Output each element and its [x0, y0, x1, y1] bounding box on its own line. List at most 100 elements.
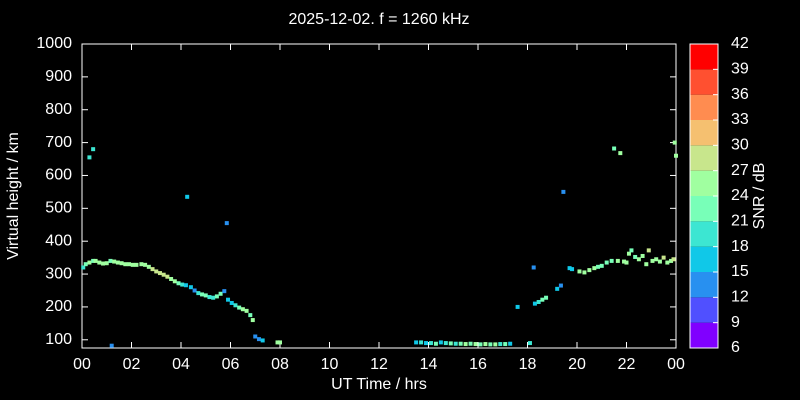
data-point — [669, 258, 674, 263]
data-point — [493, 342, 498, 347]
data-point — [555, 286, 560, 291]
data-point — [646, 248, 651, 253]
data-point — [622, 259, 627, 264]
colorbar-bin — [690, 322, 718, 348]
data-point — [604, 260, 609, 265]
data-point — [157, 271, 162, 276]
data-point — [240, 307, 245, 312]
data-point — [419, 340, 424, 345]
data-point — [596, 264, 601, 269]
data-point — [624, 260, 629, 265]
x-axis-label: UT Time / hrs — [331, 376, 427, 393]
data-point — [536, 299, 541, 304]
data-point — [531, 265, 536, 270]
colorbar-tick-label: 24 — [731, 187, 749, 204]
colorbar-tick-label: 18 — [731, 238, 749, 255]
data-point — [211, 295, 216, 300]
data-point — [119, 261, 124, 266]
data-point — [527, 341, 532, 346]
data-point — [253, 334, 258, 339]
data-point — [260, 338, 265, 343]
data-point — [473, 342, 478, 347]
data-point — [657, 259, 662, 264]
y-tick-label: 500 — [45, 200, 72, 217]
data-point — [483, 342, 488, 347]
data-point — [618, 151, 623, 156]
y-tick-label: 300 — [45, 265, 72, 282]
data-point — [414, 340, 419, 345]
colorbar-tick-label: 27 — [731, 162, 749, 179]
data-point — [188, 285, 193, 290]
data-point — [91, 258, 96, 263]
data-point — [130, 262, 135, 267]
data-point — [207, 295, 212, 300]
x-tick-label: 20 — [568, 356, 586, 373]
colorbar-tick-label: 36 — [731, 86, 749, 103]
data-point — [150, 267, 155, 272]
y-tick-label: 200 — [45, 298, 72, 315]
data-point — [97, 260, 102, 265]
x-tick-label: 00 — [73, 356, 91, 373]
data-point — [558, 283, 563, 288]
x-tick-label: 00 — [667, 356, 685, 373]
colorbar-bin — [690, 170, 718, 196]
x-tick-label: 18 — [519, 356, 537, 373]
colorbar-bin — [690, 272, 718, 298]
y-tick-label: 900 — [45, 68, 72, 85]
data-point — [123, 262, 128, 267]
data-point — [81, 265, 86, 270]
data-point — [478, 342, 483, 347]
data-point — [672, 140, 677, 145]
data-point — [172, 279, 177, 284]
data-point — [612, 146, 617, 151]
data-point — [237, 305, 242, 310]
y-tick-label: 1000 — [36, 35, 72, 52]
data-point — [256, 337, 261, 342]
data-point — [176, 281, 181, 286]
colorbar-bin — [690, 297, 718, 323]
data-point — [424, 341, 429, 346]
data-point — [222, 289, 227, 294]
data-point — [154, 269, 159, 274]
data-point — [515, 304, 520, 309]
data-point — [488, 342, 493, 347]
data-point — [226, 297, 231, 302]
data-point — [180, 282, 185, 287]
y-axis-label: Virtual height / km — [5, 132, 22, 260]
data-point — [248, 313, 253, 318]
x-tick-label: 12 — [370, 356, 388, 373]
chart-title: 2025-12-02. f = 1260 kHz — [288, 11, 469, 28]
data-point — [275, 340, 280, 345]
data-point — [185, 194, 190, 199]
data-point — [626, 251, 631, 256]
data-point — [161, 272, 166, 277]
data-point — [674, 153, 678, 158]
data-point — [115, 260, 120, 265]
y-tick-label: 400 — [45, 232, 72, 249]
data-point — [629, 248, 634, 253]
data-point — [127, 262, 132, 267]
data-point — [134, 262, 139, 267]
y-tick-label: 600 — [45, 167, 72, 184]
colorbar-bin — [690, 145, 718, 171]
colorbar-bin — [690, 69, 718, 95]
data-point — [458, 341, 463, 346]
data-point — [582, 270, 587, 275]
data-point — [169, 276, 174, 281]
data-point — [636, 257, 641, 262]
data-point — [567, 266, 572, 271]
colorbar-bin — [690, 44, 718, 70]
data-point — [654, 257, 659, 262]
data-point — [108, 258, 113, 263]
colorbar-bin — [690, 94, 718, 120]
colorbar-bin — [690, 246, 718, 272]
data-point — [91, 147, 96, 152]
data-point — [433, 341, 438, 346]
data-point — [508, 341, 513, 346]
data-point — [93, 258, 98, 263]
data-point — [192, 288, 197, 293]
data-point — [599, 263, 604, 268]
data-point — [218, 291, 223, 296]
data-point — [577, 269, 582, 274]
